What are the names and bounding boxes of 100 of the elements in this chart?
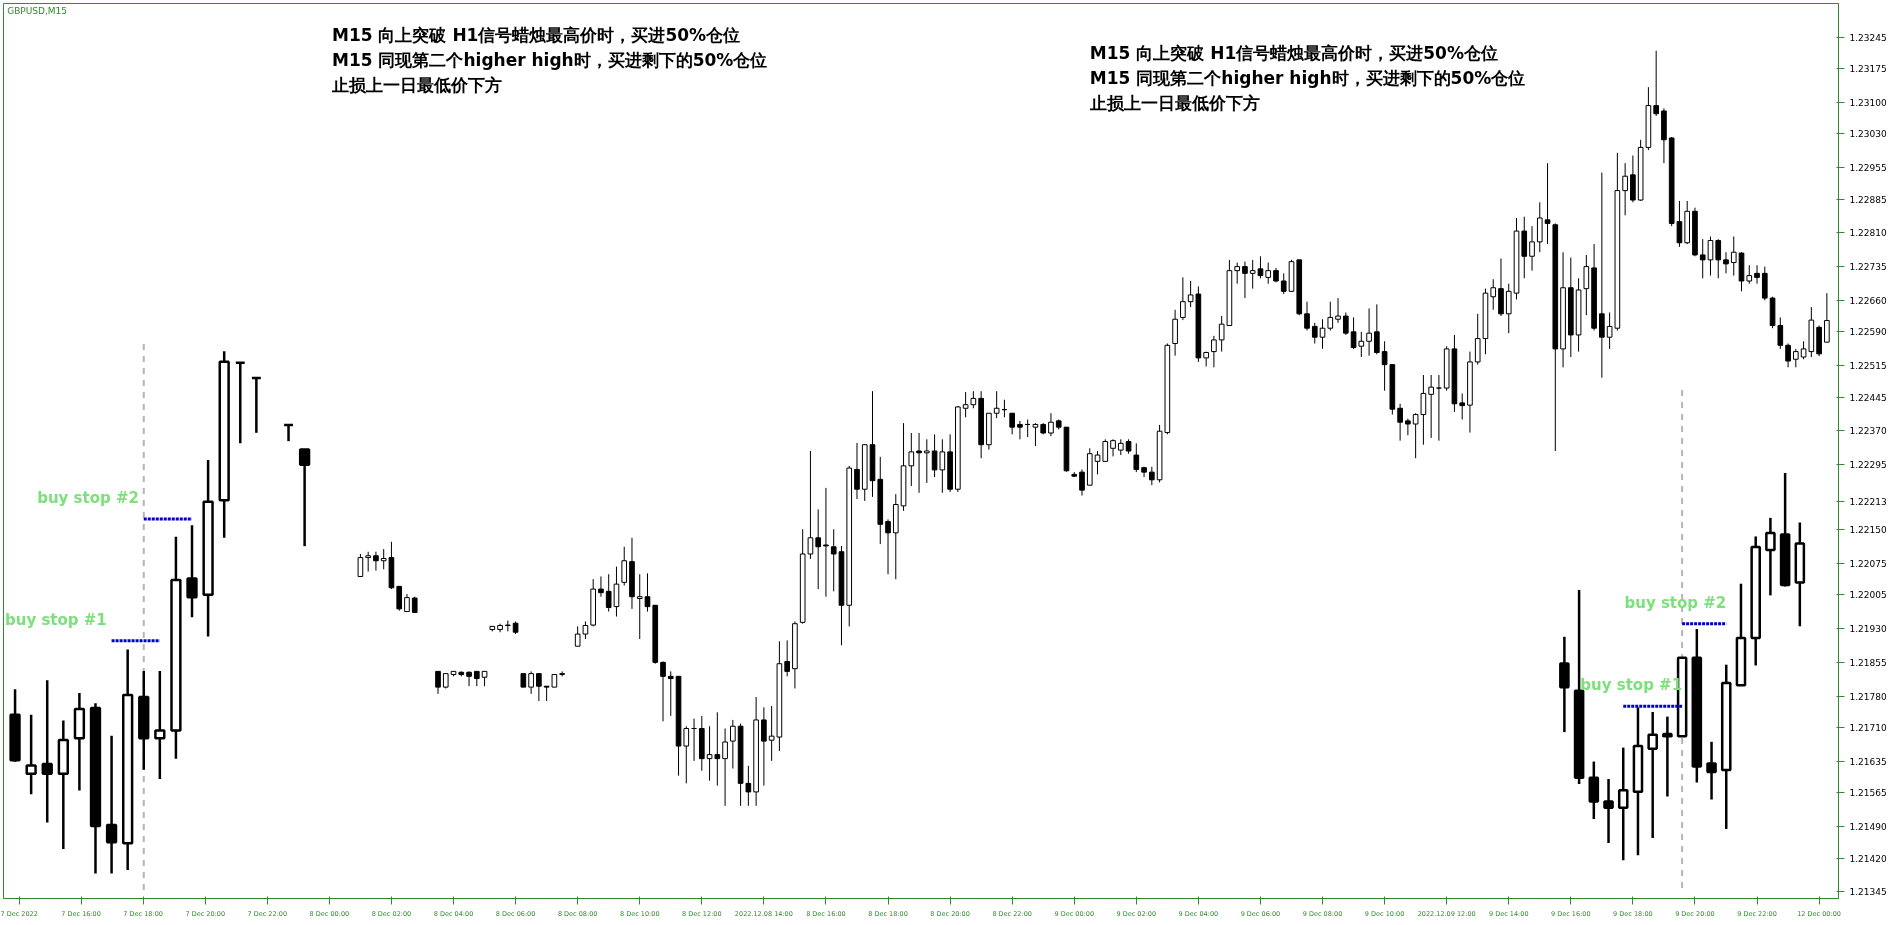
y-tick-label: 1.21490 bbox=[1849, 822, 1887, 833]
candlestick bbox=[854, 442, 860, 500]
candlestick bbox=[574, 625, 581, 647]
candlestick bbox=[761, 706, 767, 787]
candlestick bbox=[298, 448, 311, 548]
annotation: 止损上一日最低价下方 bbox=[1088, 93, 1260, 113]
annotation: buy stop #2 bbox=[1624, 593, 1727, 612]
candlestick bbox=[621, 546, 628, 586]
y-tick-label: 1.21345 bbox=[1849, 887, 1887, 898]
candlestick bbox=[1824, 292, 1830, 343]
candlestick bbox=[1647, 710, 1658, 840]
candlestick bbox=[1490, 278, 1497, 311]
candlestick bbox=[667, 670, 674, 717]
candlestick bbox=[1017, 420, 1023, 440]
annotation: buy stop #2 bbox=[37, 488, 139, 507]
y-tick-label: 1.23030 bbox=[1849, 129, 1887, 140]
candlestick bbox=[1079, 468, 1085, 497]
y-tick-label: 1.22213 bbox=[1849, 496, 1887, 507]
candlestick bbox=[1793, 348, 1799, 368]
candlestick bbox=[1133, 442, 1140, 473]
candlestick bbox=[1405, 418, 1411, 436]
annotation: M15 向上突破 H1信号蜡烛最高价时，买进50%仓位 bbox=[1089, 42, 1498, 63]
y-tick-label: 1.22515 bbox=[1849, 361, 1887, 372]
candlestick bbox=[1723, 251, 1729, 274]
candlestick bbox=[186, 524, 198, 619]
candlestick bbox=[1588, 760, 1600, 821]
candlestick bbox=[365, 551, 371, 573]
candlestick bbox=[885, 518, 891, 575]
y-tick-label: 1.22445 bbox=[1849, 392, 1887, 403]
y-tick-label: 1.22005 bbox=[1849, 590, 1887, 601]
candlestick bbox=[1559, 635, 1570, 734]
candlestick bbox=[435, 670, 441, 695]
candlestick bbox=[916, 432, 922, 494]
candlestick bbox=[598, 575, 604, 598]
candlestick bbox=[1765, 516, 1776, 597]
annotation: M15 同现第二个higher high时，买进剩下的50%仓位 bbox=[331, 50, 768, 71]
candlestick bbox=[1234, 262, 1241, 285]
candlestick bbox=[1746, 264, 1753, 285]
annotation: buy stop #1 bbox=[4, 610, 107, 629]
candlestick bbox=[1374, 303, 1380, 355]
candlestick bbox=[1730, 235, 1737, 277]
y-tick-label: 1.22735 bbox=[1849, 262, 1887, 273]
candlestick bbox=[644, 572, 651, 613]
candlestick bbox=[1094, 450, 1101, 475]
candlestick bbox=[1617, 746, 1629, 862]
candlestick bbox=[105, 734, 118, 875]
y-tick-label: 1.22295 bbox=[1849, 459, 1887, 470]
candlestick bbox=[1583, 254, 1590, 316]
candlestick bbox=[1149, 466, 1155, 486]
candlestick bbox=[1785, 343, 1791, 368]
y-tick-label: 1.21635 bbox=[1849, 756, 1887, 767]
candlestick bbox=[815, 508, 822, 590]
y-tick-label: 1.22370 bbox=[1849, 426, 1887, 437]
candlestick bbox=[1102, 438, 1109, 462]
candlestick bbox=[993, 390, 1000, 419]
candlestick bbox=[154, 669, 166, 781]
y-tick-label: 1.21930 bbox=[1849, 624, 1887, 635]
candlestick bbox=[1505, 283, 1512, 334]
candlestick bbox=[1319, 318, 1326, 350]
candlestick bbox=[1662, 715, 1673, 798]
candlestick bbox=[722, 727, 728, 807]
candlestick bbox=[528, 670, 534, 695]
candlestick bbox=[823, 487, 829, 598]
candlestick bbox=[660, 660, 666, 722]
y-tick-label: 1.21420 bbox=[1849, 853, 1887, 864]
candlestick bbox=[908, 432, 915, 487]
candlestick bbox=[923, 438, 930, 484]
candlestick bbox=[1599, 172, 1605, 379]
candlestick bbox=[1311, 322, 1318, 345]
candlestick bbox=[357, 553, 364, 577]
candlestick bbox=[1428, 374, 1434, 439]
candlestick bbox=[25, 713, 37, 796]
y-tick-label: 1.23100 bbox=[1849, 97, 1887, 108]
candlestick bbox=[1603, 777, 1614, 845]
candlestick bbox=[1366, 307, 1372, 357]
y-tick-label: 1.21855 bbox=[1849, 657, 1887, 668]
candlestick bbox=[536, 673, 542, 702]
candlestick bbox=[1032, 422, 1039, 447]
chart-title: GBPUSD,M15 bbox=[7, 6, 68, 17]
candlestick bbox=[1754, 264, 1760, 285]
candlestick bbox=[1544, 162, 1551, 245]
candlestick bbox=[1381, 340, 1388, 392]
candlestick bbox=[962, 391, 969, 418]
candlestick bbox=[1706, 740, 1717, 801]
candlestick bbox=[1203, 351, 1209, 367]
candlestick bbox=[559, 670, 565, 677]
annotation: M15 向上突破 H1信号蜡烛最高价时，买进50%仓位 bbox=[331, 24, 741, 45]
candlestick bbox=[636, 573, 643, 640]
y-tick-label: 1.22660 bbox=[1849, 295, 1887, 306]
candlestick bbox=[1242, 261, 1248, 299]
y-tick-label: 1.22885 bbox=[1849, 194, 1887, 205]
candlestick bbox=[1335, 297, 1341, 324]
y-tick-label: 1.22590 bbox=[1849, 327, 1887, 338]
candlestick bbox=[730, 719, 736, 770]
candlestick bbox=[1653, 50, 1659, 117]
candlestick bbox=[373, 551, 379, 572]
candlestick bbox=[396, 585, 403, 612]
candlestick bbox=[1265, 262, 1272, 285]
candlestick bbox=[1304, 301, 1310, 331]
annotation: 止损上一日最低价下方 bbox=[330, 75, 502, 96]
